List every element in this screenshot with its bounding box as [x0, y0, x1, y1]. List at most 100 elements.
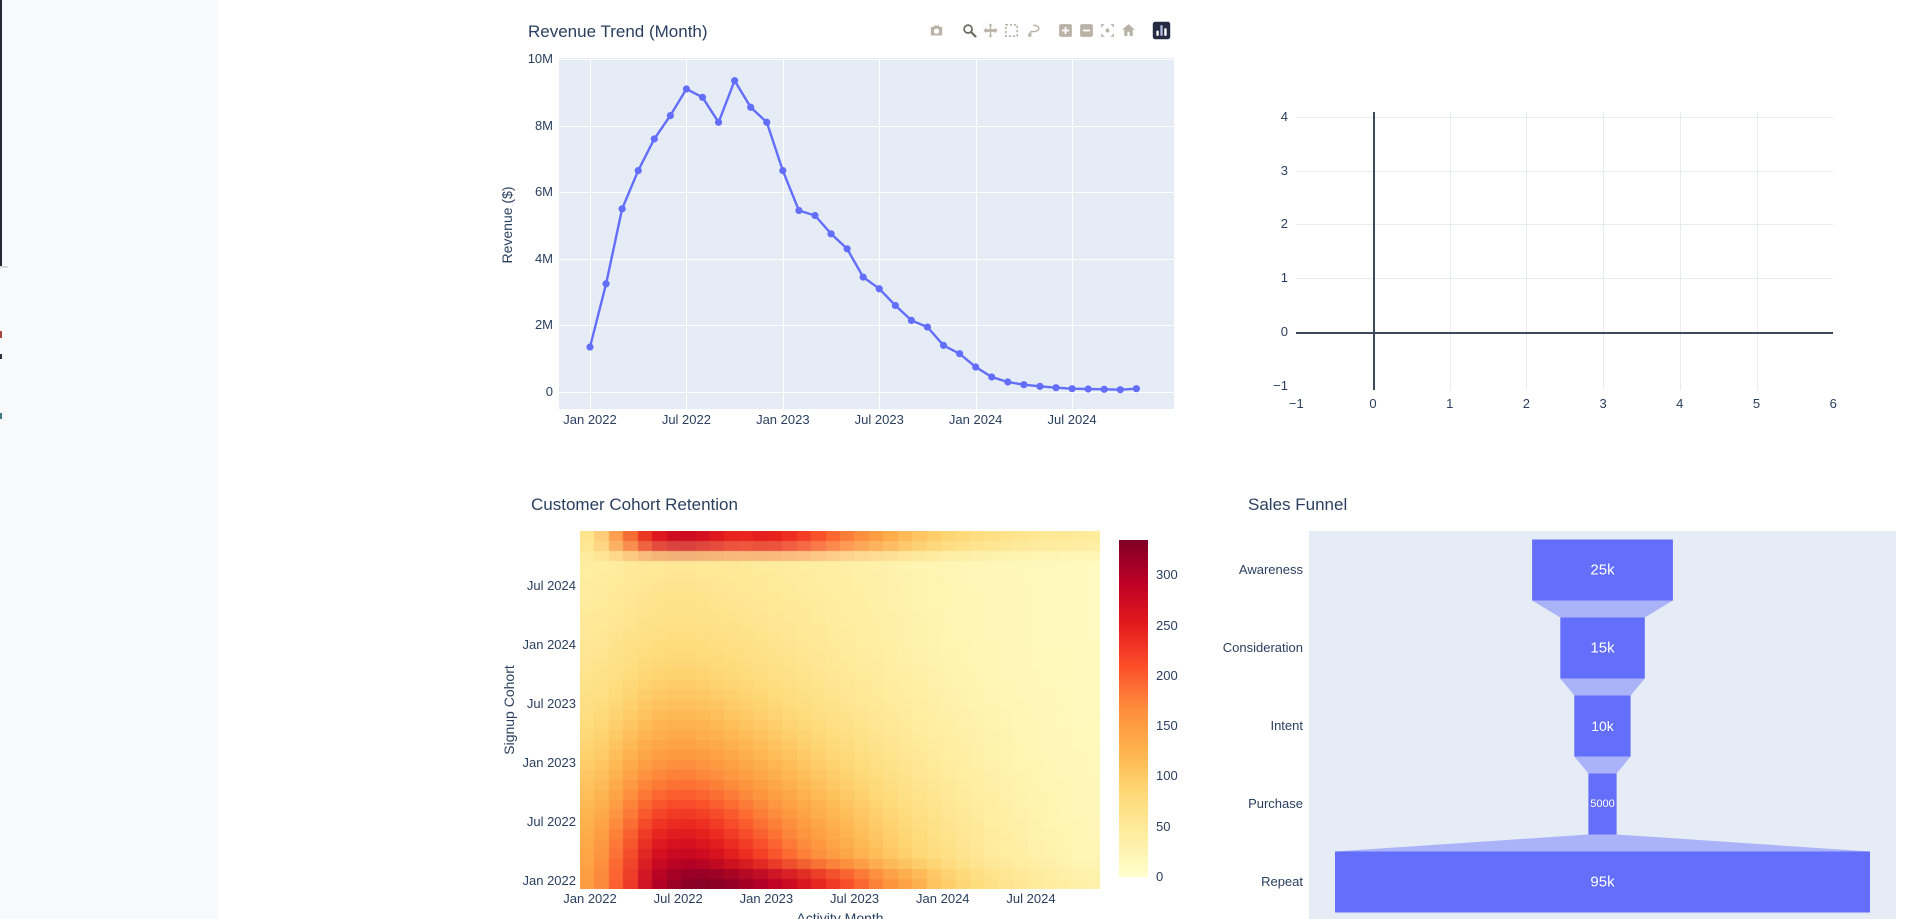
data-point-marker[interactable]: [939, 341, 948, 349]
zoom-icon[interactable]: [959, 20, 980, 40]
x-tick-label: Jan 2022: [563, 412, 617, 427]
revenue-line: [588, 77, 1137, 391]
data-point-marker[interactable]: [827, 230, 835, 238]
data-point-marker[interactable]: [1132, 385, 1140, 393]
data-point-marker[interactable]: [634, 166, 642, 175]
funnel-value-label: 5000: [1590, 798, 1615, 810]
y-gridline: [559, 325, 1174, 327]
x-gridline: [1756, 112, 1758, 390]
data-point-marker[interactable]: [907, 316, 915, 325]
screen-edge-artifact: [0, 413, 2, 419]
colorbar-tick-label: 200: [1156, 667, 1178, 683]
x-tick-label: Jul 2022: [653, 891, 703, 906]
data-point-marker[interactable]: [843, 245, 851, 253]
x-tick-label: Jan 2023: [756, 412, 810, 427]
zoom-out-icon[interactable]: [1076, 20, 1097, 40]
x-tick-label: Jul 2024: [1006, 891, 1056, 906]
camera-icon[interactable]: [926, 20, 947, 40]
funnel-value-label: 25k: [1590, 561, 1615, 579]
pan-icon[interactable]: [980, 20, 1001, 40]
y-tick-label: Jul 2024: [526, 578, 576, 593]
data-point-marker[interactable]: [923, 323, 932, 331]
y-tick-label: Jan 2023: [522, 755, 577, 770]
data-point-marker[interactable]: [1084, 385, 1092, 393]
data-point-marker[interactable]: [859, 273, 867, 281]
colorbar-tick-label: 300: [1156, 567, 1178, 583]
data-point-marker[interactable]: [650, 135, 658, 143]
zoom-in-icon[interactable]: [1055, 20, 1076, 40]
data-point-marker[interactable]: [956, 350, 964, 358]
empty-plot-area[interactable]: [1296, 112, 1833, 390]
data-point-marker[interactable]: [1100, 385, 1108, 393]
funnel-bar-intent[interactable]: [1574, 695, 1631, 757]
data-point-marker[interactable]: [682, 85, 691, 93]
y-gridline: [1296, 278, 1833, 280]
revenue-plot-area[interactable]: [559, 58, 1174, 409]
data-point-marker[interactable]: [795, 206, 803, 215]
y-tick-label: 0: [545, 384, 553, 399]
data-point-marker[interactable]: [891, 301, 899, 310]
data-point-marker[interactable]: [972, 363, 980, 371]
data-point-marker[interactable]: [875, 285, 883, 293]
data-point-marker[interactable]: [1068, 385, 1076, 393]
funnel-value-label: 15k: [1590, 639, 1615, 657]
reset-home-icon[interactable]: [1118, 20, 1139, 40]
data-point-marker[interactable]: [731, 77, 739, 85]
data-point-marker[interactable]: [618, 205, 626, 213]
y-tick-label: Jan 2022: [522, 873, 577, 888]
data-point-marker[interactable]: [763, 118, 771, 126]
data-point-marker[interactable]: [747, 103, 755, 111]
screen-edge-artifact: [0, 0, 2, 267]
funnel-stage-label: Repeat: [1261, 874, 1303, 889]
plotly-logo-icon[interactable]: [1151, 20, 1172, 40]
x-tick-label: Jan 2023: [739, 891, 794, 906]
autoscale-icon[interactable]: [1097, 20, 1118, 40]
funnel-bar-repeat[interactable]: [1335, 851, 1870, 913]
x-tick-label: 4: [1676, 396, 1684, 411]
y-gridline: [559, 192, 1174, 194]
funnel-stage-label: Awareness: [1238, 562, 1303, 577]
funnel-connector: [1574, 756, 1631, 774]
data-point-marker[interactable]: [1020, 381, 1028, 389]
data-point-marker[interactable]: [988, 373, 996, 381]
funnel-bar-consideration[interactable]: [1560, 617, 1645, 679]
x-gridline: [590, 58, 591, 409]
data-point-marker[interactable]: [698, 93, 707, 101]
cohort-chart-title: Customer Cohort Retention: [531, 495, 738, 514]
revenue-line-series: [586, 77, 1140, 394]
funnel-chart-title: Sales Funnel: [1248, 495, 1348, 514]
y-tick-label: 2: [1280, 216, 1288, 232]
x-gridline: [1603, 112, 1605, 390]
box-select-icon[interactable]: [1001, 20, 1022, 40]
lasso-icon[interactable]: [1022, 20, 1043, 40]
left-panel: [0, 0, 218, 919]
cohort-y-axis-title: Signup Cohort: [501, 665, 517, 755]
x-tick-label: 6: [1829, 396, 1837, 411]
funnel-connector: [1335, 834, 1870, 852]
data-point-marker[interactable]: [714, 118, 723, 126]
data-point-marker[interactable]: [1004, 378, 1012, 386]
data-point-marker[interactable]: [602, 280, 610, 288]
data-point-marker[interactable]: [586, 343, 594, 351]
colorbar-tick-label: 150: [1156, 718, 1178, 734]
x-gridline: [1072, 58, 1074, 409]
y-tick-label: 0: [1280, 324, 1288, 339]
data-point-marker[interactable]: [666, 112, 674, 120]
cohort-heatmap[interactable]: [580, 531, 1100, 889]
funnel-bar-awareness[interactable]: [1532, 539, 1673, 601]
data-point-marker[interactable]: [1116, 386, 1124, 394]
funnel-plot-area[interactable]: [1309, 531, 1896, 919]
colorbar-tick-label: 50: [1156, 818, 1171, 834]
data-point-marker[interactable]: [1052, 384, 1060, 392]
plotly-modebar: [926, 19, 1172, 41]
data-point-marker[interactable]: [1036, 382, 1044, 390]
y-tick-label: 4M: [534, 250, 553, 266]
x-gridline: [782, 58, 784, 409]
y-gridline: [559, 125, 1174, 127]
funnel-bar-purchase[interactable]: [1588, 773, 1617, 835]
x-tick-label: Jul 2023: [830, 891, 880, 906]
data-point-marker[interactable]: [779, 166, 787, 175]
x-tick-label: Jul 2022: [661, 412, 711, 427]
data-point-marker[interactable]: [811, 211, 819, 220]
